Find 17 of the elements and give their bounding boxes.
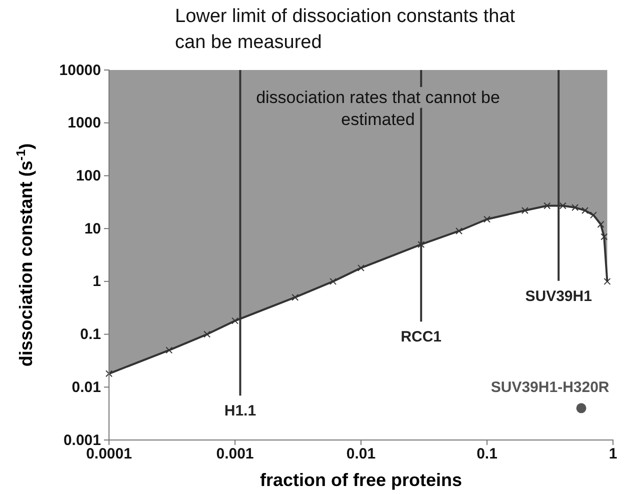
y-tick-label: 10000 [59, 62, 101, 79]
ref-line-label: H1.1 [224, 402, 256, 420]
ref-line-label: SUV39H1 [525, 288, 592, 305]
x-tick-label: 0.01 [346, 446, 376, 463]
y-tick-label: 1000 [68, 114, 101, 132]
y-tick-label: 0.01 [72, 378, 101, 396]
x-tick-label: 0.001 [216, 446, 254, 463]
y-tick-label: 0.1 [80, 326, 101, 344]
x-axis-title: fraction of free proteins [260, 470, 462, 490]
ref-line-label: RCC1 [400, 328, 442, 346]
series-label: SUV39H1-H320R [490, 379, 610, 396]
y-tick-label: 1 [92, 273, 101, 290]
y-tick-label: 10 [84, 220, 101, 238]
y-tick-label: 100 [76, 168, 101, 185]
x-tick-label: 1 [608, 446, 618, 463]
chart-title: Lower limit of dissociation constants that can be measured [175, 6, 516, 53]
x-tick-label: 0.1 [476, 446, 498, 463]
